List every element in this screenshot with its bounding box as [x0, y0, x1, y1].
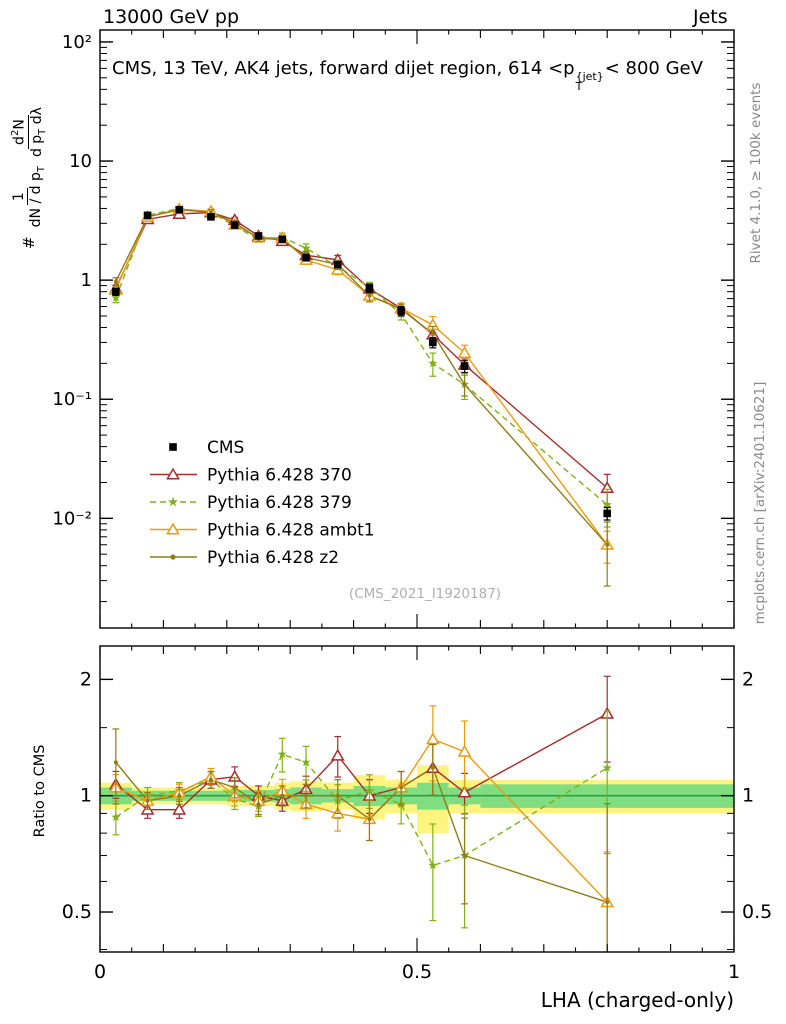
plot-title-sub: T — [575, 80, 583, 94]
svg-text:0.5: 0.5 — [62, 901, 92, 923]
svg-text:0: 0 — [94, 961, 106, 983]
svg-text:Pythia 6.428 370: Pythia 6.428 370 — [207, 466, 352, 486]
plot-title: CMS, 13 TeV, AK4 jets, forward dijet reg… — [112, 58, 752, 93]
y-axis-label-prefix: # — [20, 236, 39, 249]
beam-energy-title: 13000 GeV pp — [103, 6, 240, 28]
mcplots-reference-label: mcplots.cern.ch [arXiv:2401.10621] — [752, 381, 768, 625]
svg-text:1: 1 — [728, 961, 740, 983]
ratio-y-axis-label: Ratio to CMS — [32, 744, 48, 838]
watermark: (CMS_2021_I1920187) — [348, 586, 502, 602]
y-axis-label: # 1 dN / d pT d2N d pT dλ — [10, 18, 48, 338]
svg-text:2: 2 — [742, 668, 754, 690]
svg-text:1: 1 — [742, 785, 754, 807]
plot-title-sup: {jet} — [575, 70, 604, 83]
pt-jet-stack: {jet} T — [575, 70, 604, 94]
svg-text:10: 10 — [69, 151, 92, 172]
svg-text:10²: 10² — [62, 32, 92, 53]
svg-text:1: 1 — [80, 785, 92, 807]
svg-text:1: 1 — [81, 270, 92, 291]
x-axis-label: LHA (charged-only) — [540, 988, 734, 1012]
svg-text:0.5: 0.5 — [402, 961, 432, 983]
rivet-version-label: Rivet 4.1.0, ≥ 100k events — [748, 82, 764, 264]
svg-text:Pythia 6.428 z2: Pythia 6.428 z2 — [207, 548, 339, 568]
y-axis-frac-2: d2N d pT dλ — [10, 107, 48, 158]
plot-title-post: < 800 GeV — [604, 58, 703, 79]
svg-text:2: 2 — [80, 668, 92, 690]
svg-text:Pythia 6.428 379: Pythia 6.428 379 — [207, 493, 352, 513]
svg-text:10⁻²: 10⁻² — [52, 508, 92, 529]
svg-text:CMS: CMS — [207, 438, 244, 458]
svg-text:Pythia 6.428 ambt1: Pythia 6.428 ambt1 — [207, 521, 375, 541]
svg-text:10⁻¹: 10⁻¹ — [52, 389, 92, 410]
process-title: Jets — [693, 6, 728, 28]
svg-text:0.5: 0.5 — [742, 901, 772, 923]
plot-title-pre: CMS, 13 TeV, AK4 jets, forward dijet reg… — [112, 58, 575, 79]
y-axis-frac-1: 1 dN / d pT — [10, 166, 47, 228]
